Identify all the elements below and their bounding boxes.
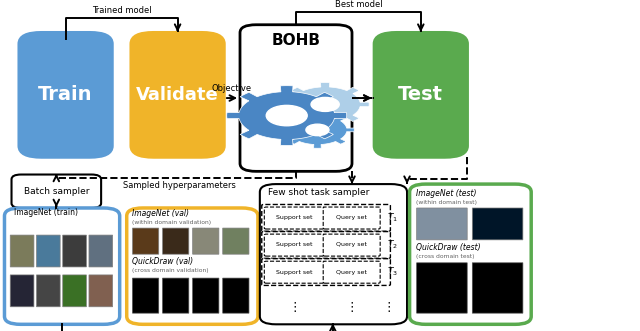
FancyBboxPatch shape — [12, 174, 101, 208]
Text: Objective: Objective — [212, 84, 252, 93]
FancyBboxPatch shape — [410, 184, 531, 324]
FancyBboxPatch shape — [63, 275, 86, 307]
FancyBboxPatch shape — [131, 33, 224, 157]
Text: QuickDraw (val): QuickDraw (val) — [132, 257, 194, 266]
Text: ⋮: ⋮ — [345, 301, 358, 314]
FancyBboxPatch shape — [4, 208, 120, 324]
FancyBboxPatch shape — [262, 259, 390, 285]
FancyBboxPatch shape — [132, 228, 159, 254]
FancyBboxPatch shape — [193, 228, 219, 254]
Polygon shape — [280, 112, 355, 148]
FancyBboxPatch shape — [374, 33, 467, 157]
FancyBboxPatch shape — [193, 278, 219, 313]
Text: Query set: Query set — [336, 242, 367, 248]
Text: Sampled hyperparameters: Sampled hyperparameters — [123, 181, 236, 190]
Circle shape — [266, 105, 307, 126]
Text: Test: Test — [398, 85, 444, 104]
Polygon shape — [227, 86, 347, 145]
FancyBboxPatch shape — [36, 275, 60, 307]
FancyBboxPatch shape — [89, 275, 113, 307]
FancyBboxPatch shape — [89, 235, 113, 267]
FancyBboxPatch shape — [264, 261, 324, 283]
Text: (cross domain test): (cross domain test) — [416, 254, 474, 259]
Text: Support set: Support set — [276, 215, 313, 220]
Text: ImageNet (val): ImageNet (val) — [132, 209, 189, 218]
Text: Trained model: Trained model — [92, 6, 152, 15]
FancyBboxPatch shape — [132, 278, 159, 313]
FancyBboxPatch shape — [223, 228, 249, 254]
Text: (within domain validation): (within domain validation) — [132, 220, 212, 225]
Text: BOHB: BOHB — [271, 33, 321, 48]
Text: $T_2$: $T_2$ — [387, 239, 398, 251]
FancyBboxPatch shape — [240, 25, 352, 171]
Text: ⋮: ⋮ — [383, 301, 396, 314]
Polygon shape — [281, 82, 369, 126]
FancyBboxPatch shape — [10, 275, 34, 307]
Text: Query set: Query set — [336, 269, 367, 274]
FancyBboxPatch shape — [19, 33, 112, 157]
FancyBboxPatch shape — [260, 184, 407, 324]
FancyBboxPatch shape — [262, 205, 390, 231]
FancyBboxPatch shape — [262, 232, 390, 258]
FancyBboxPatch shape — [163, 228, 189, 254]
FancyBboxPatch shape — [472, 263, 523, 313]
FancyBboxPatch shape — [163, 278, 189, 313]
FancyBboxPatch shape — [417, 208, 467, 240]
FancyBboxPatch shape — [223, 278, 249, 313]
FancyBboxPatch shape — [127, 208, 258, 324]
Text: (within domain test): (within domain test) — [416, 200, 477, 205]
FancyBboxPatch shape — [323, 207, 380, 229]
FancyBboxPatch shape — [417, 263, 467, 313]
Text: Support set: Support set — [276, 269, 313, 274]
Text: Best model: Best model — [335, 0, 382, 10]
Text: Few shot task sampler: Few shot task sampler — [268, 188, 369, 197]
Circle shape — [306, 124, 329, 136]
Text: Validate: Validate — [136, 86, 219, 104]
FancyBboxPatch shape — [323, 261, 380, 283]
Text: ImageNet (test): ImageNet (test) — [416, 189, 477, 198]
FancyBboxPatch shape — [264, 234, 324, 256]
Text: Batch sampler: Batch sampler — [24, 187, 89, 196]
Text: ImageNet (train): ImageNet (train) — [14, 208, 78, 217]
Text: Query set: Query set — [336, 215, 367, 220]
Text: Support set: Support set — [276, 242, 313, 248]
Text: Train: Train — [38, 85, 93, 104]
Circle shape — [311, 97, 339, 112]
FancyBboxPatch shape — [323, 234, 380, 256]
Text: $T_3$: $T_3$ — [387, 266, 398, 278]
FancyBboxPatch shape — [10, 235, 34, 267]
FancyBboxPatch shape — [264, 207, 324, 229]
Text: (cross domain validation): (cross domain validation) — [132, 268, 209, 273]
FancyBboxPatch shape — [36, 235, 60, 267]
Text: $T_1$: $T_1$ — [387, 212, 398, 224]
FancyBboxPatch shape — [472, 208, 523, 240]
Text: ⋮: ⋮ — [288, 301, 301, 314]
FancyBboxPatch shape — [63, 235, 86, 267]
Text: QuickDraw (test): QuickDraw (test) — [416, 243, 481, 252]
